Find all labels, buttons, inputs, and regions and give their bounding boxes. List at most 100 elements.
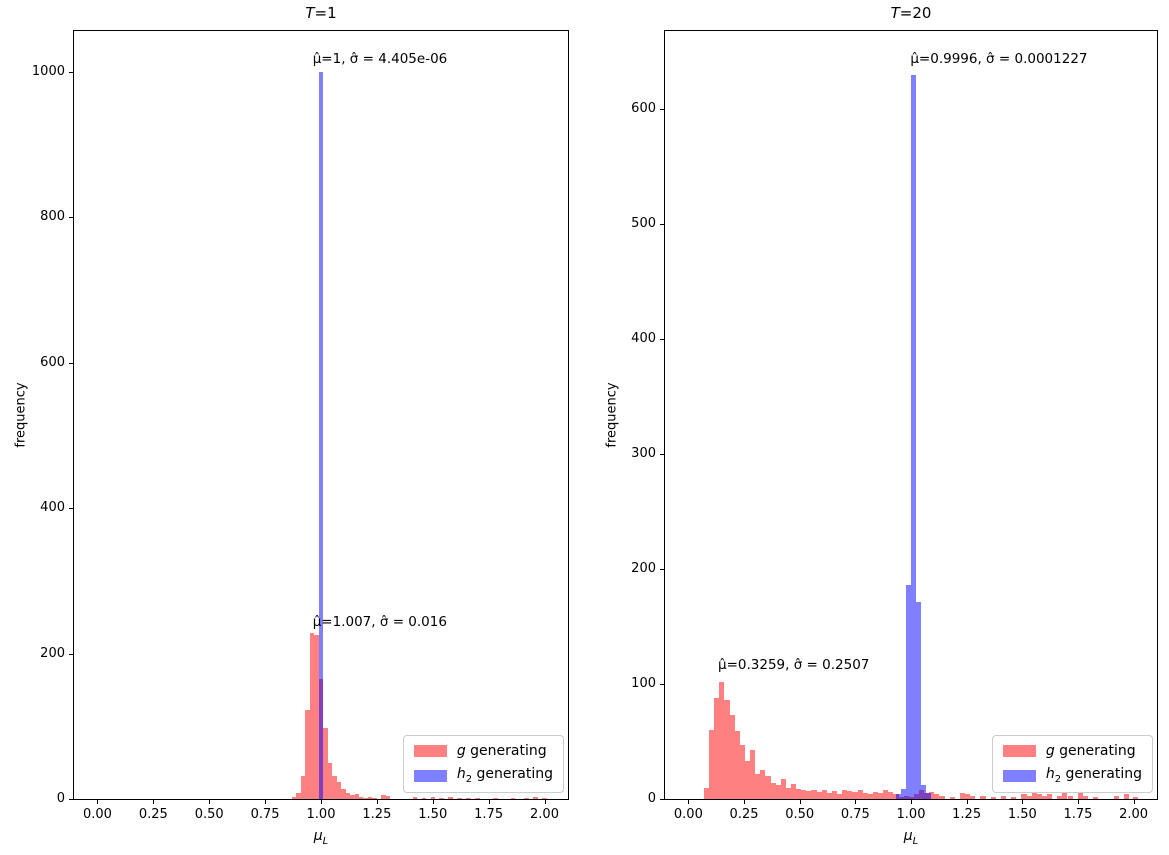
g-hist-bar: [791, 784, 797, 799]
g-hist-bar: [929, 792, 935, 799]
g-hist-bar: [888, 792, 894, 799]
legend-label-var: g: [1045, 743, 1055, 760]
x-tick: [153, 800, 155, 804]
g-hist-bar: [372, 797, 377, 799]
x-tick: [1077, 800, 1079, 804]
plot-title-rest: =1: [314, 4, 337, 22]
x-tick: [432, 800, 434, 804]
x-tick-label: 0.75: [840, 807, 870, 822]
g-hist-bar: [760, 770, 766, 799]
g-hist-bar: [327, 763, 333, 799]
y-tick: [660, 224, 664, 226]
h2-hist-bar: [901, 788, 907, 799]
g-hist-bar: [739, 744, 745, 799]
g-hist-bar: [719, 681, 725, 799]
g-hist-bar: [826, 793, 832, 799]
x-tick-label: 0.25: [729, 807, 759, 822]
h2-hist-bar: [915, 602, 921, 799]
g-hist-bar: [421, 797, 427, 799]
g-hist-bar: [1067, 795, 1073, 799]
annotation: μ̂=1, σ̂ = 4.405e-06: [312, 50, 448, 67]
x-tick-label: 0.00: [82, 807, 112, 822]
y-tick: [660, 339, 664, 341]
g-hist-bar: [381, 795, 386, 799]
y-tick-label: 300: [631, 446, 656, 462]
g-hist-bar: [872, 792, 879, 799]
y-tick: [69, 508, 73, 510]
g-hist-bar: [765, 776, 771, 799]
g-hist-bar: [811, 789, 817, 799]
x-tick-label: 1.50: [1007, 807, 1037, 822]
g-hist-bar: [475, 797, 480, 799]
x-tick-label: 0.50: [785, 807, 815, 822]
g-hist-bar: [332, 775, 337, 799]
y-tick: [69, 217, 73, 219]
g-hist-bar: [1041, 795, 1047, 799]
legend-label-var: g: [456, 743, 466, 760]
legend-label: h2 generating: [457, 766, 553, 785]
y-tick: [69, 799, 73, 800]
h2-hist-bar: [896, 794, 902, 799]
legend-label-rest: generating: [472, 766, 553, 783]
h2-hist-bar: [925, 793, 931, 799]
g-hist-bar: [867, 794, 873, 799]
legend-label-rest: generating: [1054, 743, 1136, 760]
legend-item: h2 generating: [413, 766, 553, 785]
g-hist-bar: [1031, 793, 1037, 799]
g-hist-bar: [354, 793, 359, 799]
y-axis-label: frequency: [13, 382, 29, 448]
y-tick-label: 400: [40, 500, 65, 516]
x-tick-label: 0.00: [673, 807, 703, 822]
annotation: μ̂=0.9996, σ̂ = 0.0001227: [910, 50, 1088, 67]
x-axis-label: μL: [73, 828, 569, 847]
g-hist-bar: [852, 792, 858, 799]
g-hist-bar: [734, 731, 740, 799]
legend-label-sub: 2: [465, 774, 473, 785]
g-hist-bar: [309, 633, 315, 799]
g-hist-bar: [965, 794, 971, 799]
plot-title: T=1: [73, 4, 569, 22]
g-hist-bar: [1011, 796, 1017, 799]
g-hist-bar: [744, 761, 751, 799]
g-hist-bar: [430, 796, 435, 799]
g-hist-bar: [1077, 792, 1083, 799]
legend-label-var: h: [1045, 766, 1055, 783]
g-hist-bar: [837, 794, 843, 799]
y-tick-label: 100: [631, 676, 656, 692]
x-tick: [376, 800, 378, 804]
legend-item: g generating: [1002, 743, 1142, 760]
g-hist-bar: [336, 782, 342, 799]
plot-title: T=20: [664, 4, 1158, 22]
g-hist-bar: [785, 787, 791, 799]
x-axis-label-var: μ: [313, 828, 323, 844]
g-hist-bar: [949, 796, 955, 799]
x-tick: [688, 800, 690, 804]
g-hist-bar: [359, 796, 364, 799]
legend-item: g generating: [413, 743, 553, 760]
g-hist-bar: [1000, 795, 1007, 799]
g-hist-bar: [1082, 795, 1088, 799]
legend: g generating h2 generating: [991, 735, 1153, 793]
g-hist-bar: [816, 792, 822, 799]
g-hist-bar: [350, 795, 355, 799]
x-tick-label: 0.75: [250, 807, 280, 822]
g-hist-bar: [466, 797, 471, 799]
legend-label-var: h: [456, 766, 466, 783]
g-hist-bar: [1036, 794, 1042, 799]
g-hist-bar: [511, 797, 516, 799]
x-tick-label: 1.75: [474, 807, 504, 822]
legend-item: h2 generating: [1002, 766, 1142, 785]
g-hist-bar: [305, 710, 310, 799]
x-tick: [265, 800, 267, 804]
x-tick-label: 1.75: [1063, 807, 1093, 822]
y-tick: [660, 454, 664, 456]
x-tick-label: 1.25: [362, 807, 392, 822]
y-tick-label: 200: [631, 561, 656, 577]
g-hist-bar: [439, 797, 444, 799]
legend-label-sub: 2: [1054, 774, 1062, 785]
g-hist-bar: [524, 797, 529, 799]
g-hist-bar: [314, 635, 319, 799]
g-hist-bar: [729, 715, 735, 799]
x-axis-label-sub: L: [912, 835, 919, 847]
